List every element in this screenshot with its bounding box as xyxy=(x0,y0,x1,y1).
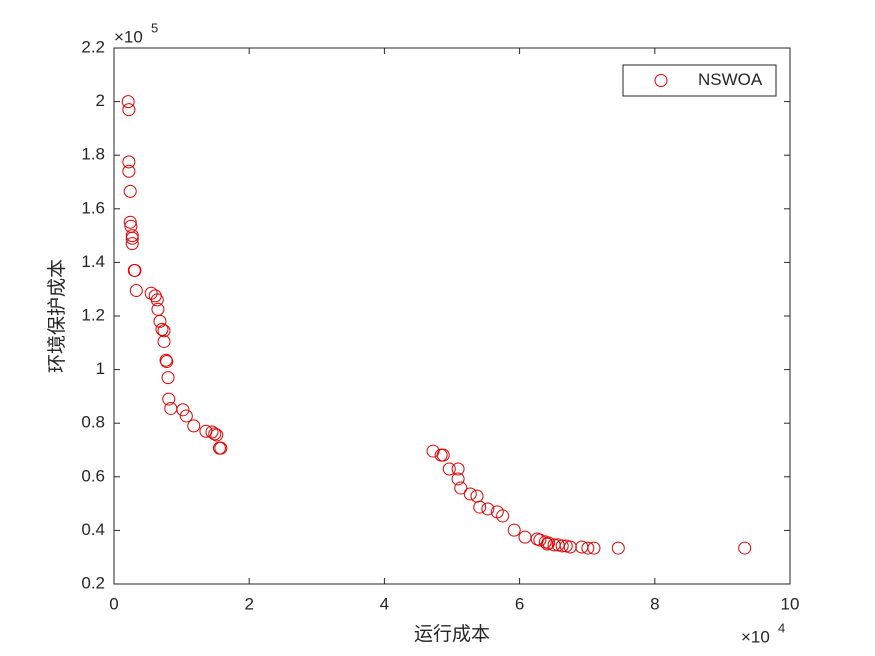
point xyxy=(563,540,577,554)
point xyxy=(125,237,139,251)
point xyxy=(176,403,190,417)
x-tick-label: 8 xyxy=(650,594,659,613)
point xyxy=(160,355,174,369)
point xyxy=(121,95,135,109)
point xyxy=(162,392,176,406)
x-tick-label: 0 xyxy=(109,594,118,613)
point xyxy=(611,541,625,555)
point xyxy=(473,500,487,514)
point xyxy=(581,541,595,555)
y-tick-label: 0.4 xyxy=(81,520,105,539)
legend-marker xyxy=(654,74,668,87)
point xyxy=(451,462,465,476)
legend-label: NSWOA xyxy=(698,70,763,89)
point xyxy=(454,481,468,495)
y-tick-label: 1 xyxy=(96,359,105,378)
point xyxy=(125,229,139,243)
legend-box xyxy=(622,64,777,97)
point xyxy=(150,293,164,307)
x-multiplier: ×10 xyxy=(741,627,770,646)
point xyxy=(187,419,201,433)
y-power: 5 xyxy=(151,20,158,35)
y-tick-label: 0.8 xyxy=(81,413,105,432)
point xyxy=(436,448,450,462)
point xyxy=(738,541,752,555)
y-tick-label: 0.2 xyxy=(81,573,105,592)
point xyxy=(153,314,167,328)
point xyxy=(129,284,143,298)
point xyxy=(481,502,495,516)
y-tick-label: 1.4 xyxy=(81,252,105,271)
y-axis-title: 环境保护成本 xyxy=(46,259,68,373)
point xyxy=(122,103,136,117)
x-tick-label: 10 xyxy=(781,594,800,613)
x-tick-label: 2 xyxy=(244,594,253,613)
point xyxy=(540,537,554,551)
point xyxy=(451,472,465,486)
y-multiplier: ×10 xyxy=(114,27,143,46)
point xyxy=(542,536,556,550)
y-tick-label: 1.2 xyxy=(81,305,105,324)
point xyxy=(123,215,137,229)
point xyxy=(442,462,456,476)
point xyxy=(214,441,228,455)
point xyxy=(161,371,175,385)
point xyxy=(128,263,142,277)
point xyxy=(208,427,222,441)
point xyxy=(179,409,193,423)
point xyxy=(125,231,139,245)
point xyxy=(157,324,171,338)
point xyxy=(496,509,510,523)
point xyxy=(122,164,136,178)
y-tick-label: 1.6 xyxy=(81,198,105,217)
y-tick-label: 2.2 xyxy=(81,37,105,56)
point xyxy=(122,155,136,169)
point xyxy=(159,353,173,367)
y-tick-label: 2 xyxy=(96,91,105,110)
point xyxy=(507,523,521,537)
point xyxy=(123,184,137,198)
point xyxy=(587,541,601,555)
x-tick-label: 6 xyxy=(515,594,524,613)
x-tick-label: 4 xyxy=(380,594,389,613)
y-tick-label: 1.8 xyxy=(81,145,105,164)
point xyxy=(555,539,569,553)
point xyxy=(210,428,224,442)
plot-area xyxy=(113,47,791,585)
point xyxy=(533,533,547,547)
x-power: 4 xyxy=(778,620,785,635)
point xyxy=(157,334,171,348)
y-tick-label: 0.6 xyxy=(81,466,105,485)
point xyxy=(463,487,477,501)
x-axis-title: 运行成本 xyxy=(414,623,490,645)
